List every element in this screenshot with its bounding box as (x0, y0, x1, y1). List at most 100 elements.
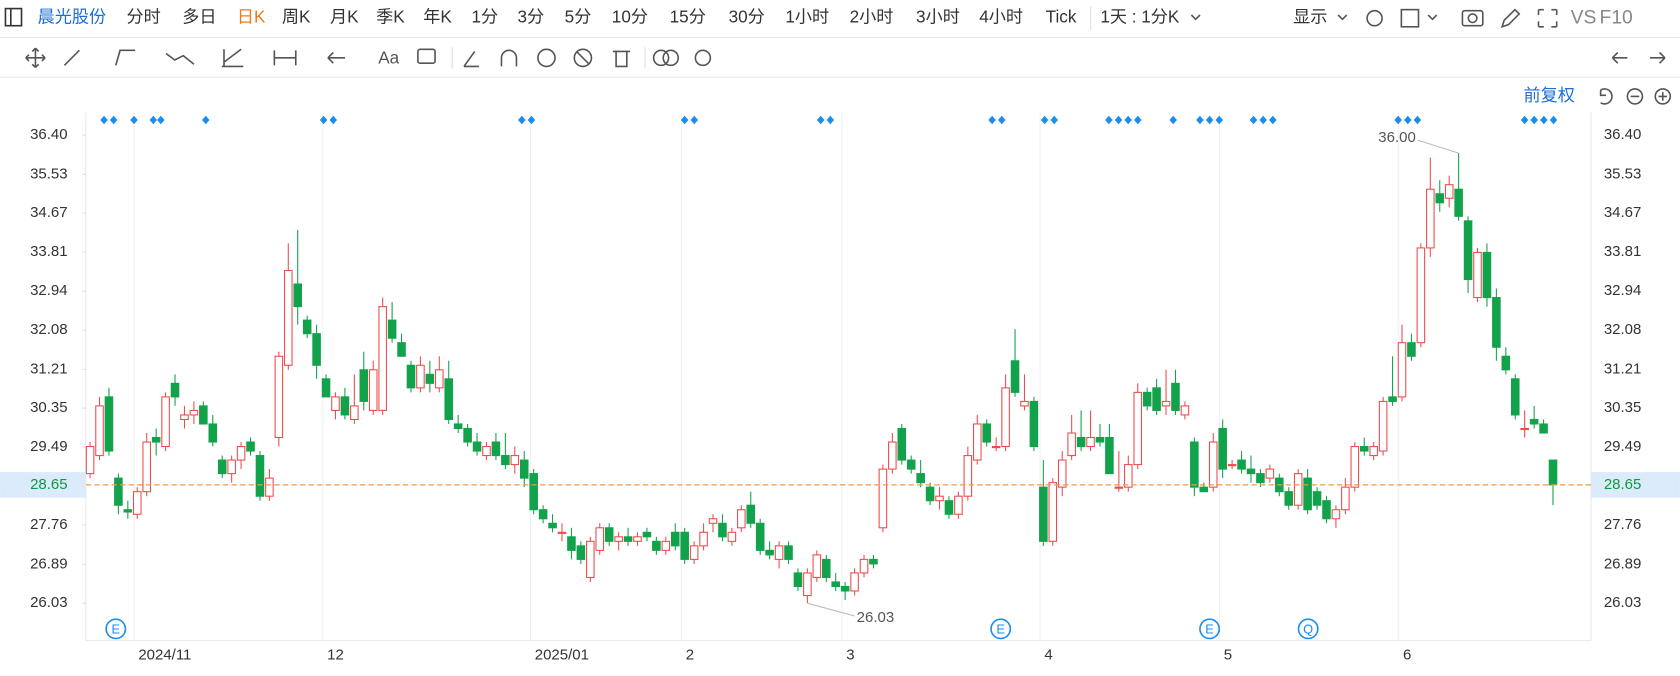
candle-body (623, 536, 633, 542)
event-badge[interactable] (105, 618, 127, 640)
candle-body (1416, 247, 1426, 344)
range-picker[interactable]: 1天 : 1分K (1100, 7, 1180, 27)
event-badge[interactable] (990, 618, 1012, 640)
settings-icon[interactable] (1366, 9, 1383, 27)
x-tick-label: 2024/11 (138, 647, 191, 664)
candle-body (510, 455, 520, 466)
draw-icon[interactable] (1500, 8, 1521, 29)
period-tab[interactable]: 周K (282, 7, 311, 27)
event-badge[interactable] (1199, 618, 1221, 640)
fullscreen-icon[interactable] (1537, 8, 1558, 28)
candle-body (935, 495, 944, 502)
candle-body (1312, 491, 1322, 506)
y-tick-label: 31.21 (1604, 360, 1641, 377)
y-tick-label: 33.81 (1604, 243, 1641, 260)
snapshot-icon[interactable] (1461, 9, 1484, 27)
candle-body (1473, 251, 1482, 299)
sidebar-toggle[interactable] (4, 7, 23, 27)
y-tick-label: 31.21 (30, 360, 68, 377)
move-tool[interactable] (25, 47, 46, 69)
candle-body (548, 522, 557, 529)
candle-body (1303, 477, 1312, 511)
last-price-box (0, 472, 86, 498)
candle-body (888, 441, 897, 470)
period-tab[interactable]: 月K (330, 7, 359, 27)
event-badge[interactable] (1297, 618, 1319, 640)
candle-body (1180, 405, 1190, 416)
signal-marker (1530, 115, 1538, 125)
angle-tool[interactable] (463, 50, 479, 68)
period-tab[interactable]: 3分 (518, 7, 545, 27)
candle-body (406, 364, 416, 389)
period-tab[interactable]: 4小时 (979, 7, 1023, 27)
candle-body (670, 531, 680, 547)
candle-body (1520, 427, 1529, 431)
f10-button[interactable]: F10 (1600, 7, 1633, 28)
period-tab[interactable]: 季K (376, 7, 405, 27)
signal-marker (527, 115, 536, 125)
arrow-tool[interactable] (327, 51, 346, 64)
period-tab[interactable]: 5分 (565, 7, 592, 27)
lock-tool[interactable] (537, 48, 556, 68)
period-tab[interactable]: 年K (423, 7, 452, 27)
candle-body (991, 446, 1001, 449)
candle-body (1548, 459, 1558, 486)
period-tab[interactable]: 分时 (127, 7, 161, 27)
period-tab[interactable]: 1小时 (785, 7, 829, 27)
candle-body (1256, 473, 1265, 484)
candle-body (897, 427, 907, 461)
signal-marker (100, 115, 108, 125)
dropdown-arrow (1427, 14, 1438, 21)
candle-body (680, 531, 689, 560)
delete-tool[interactable] (612, 50, 631, 68)
candle-body (633, 536, 642, 542)
period-tab[interactable]: 3小时 (916, 7, 960, 27)
period-tab[interactable]: 30分 (729, 7, 765, 27)
fib-tool[interactable] (221, 48, 244, 68)
period-tab[interactable]: 多日 (182, 7, 216, 27)
draw-settings[interactable] (694, 49, 712, 67)
reset-icon[interactable] (1599, 88, 1613, 105)
candle-body (142, 441, 151, 493)
candle-body (1350, 446, 1360, 488)
signal-marker (109, 115, 118, 125)
snapshot-lens (1467, 13, 1478, 24)
zoom-in[interactable] (1654, 88, 1672, 105)
candle-body (803, 572, 812, 597)
adjust-button[interactable]: 前复权 (1523, 85, 1574, 105)
candle-body (737, 509, 746, 529)
measure-tool[interactable] (273, 50, 297, 66)
candle-body (472, 441, 482, 452)
note-tool[interactable] (417, 48, 436, 65)
symbol[interactable]: 晨光股份 (38, 7, 107, 27)
magnet-tool[interactable] (500, 49, 518, 67)
candle-body (1341, 486, 1350, 511)
candle-body (1322, 500, 1331, 520)
wave-tool[interactable] (165, 52, 195, 65)
period-tab[interactable]: 日K (237, 7, 266, 27)
candle-body (1142, 391, 1152, 407)
candle-body (321, 378, 331, 398)
hide-tool[interactable] (573, 48, 593, 68)
candle-body (1161, 400, 1171, 407)
undo-redo[interactable] (1611, 51, 1666, 64)
period-tab[interactable]: Tick (1046, 7, 1077, 27)
display-menu[interactable]: 显示 (1293, 7, 1327, 27)
candle-body (104, 396, 114, 452)
x-tick-label: 2025/01 (535, 647, 589, 664)
period-tab[interactable]: 10分 (612, 7, 648, 27)
overlay-tool[interactable] (652, 49, 670, 67)
compare-button[interactable]: VS (1571, 7, 1597, 28)
layout-icon[interactable] (1400, 8, 1420, 28)
zoom-out[interactable] (1626, 88, 1644, 105)
channel-tool[interactable] (115, 49, 136, 66)
candle-body (1029, 400, 1039, 448)
line-tool[interactable] (63, 49, 80, 66)
period-tab[interactable]: 2小时 (850, 7, 894, 27)
candle-body (869, 558, 878, 565)
candle-body (699, 531, 708, 547)
period-tab[interactable]: 15分 (670, 7, 706, 27)
period-tab[interactable]: 1分 (471, 7, 498, 27)
text-tool[interactable]: Aa (378, 47, 399, 67)
